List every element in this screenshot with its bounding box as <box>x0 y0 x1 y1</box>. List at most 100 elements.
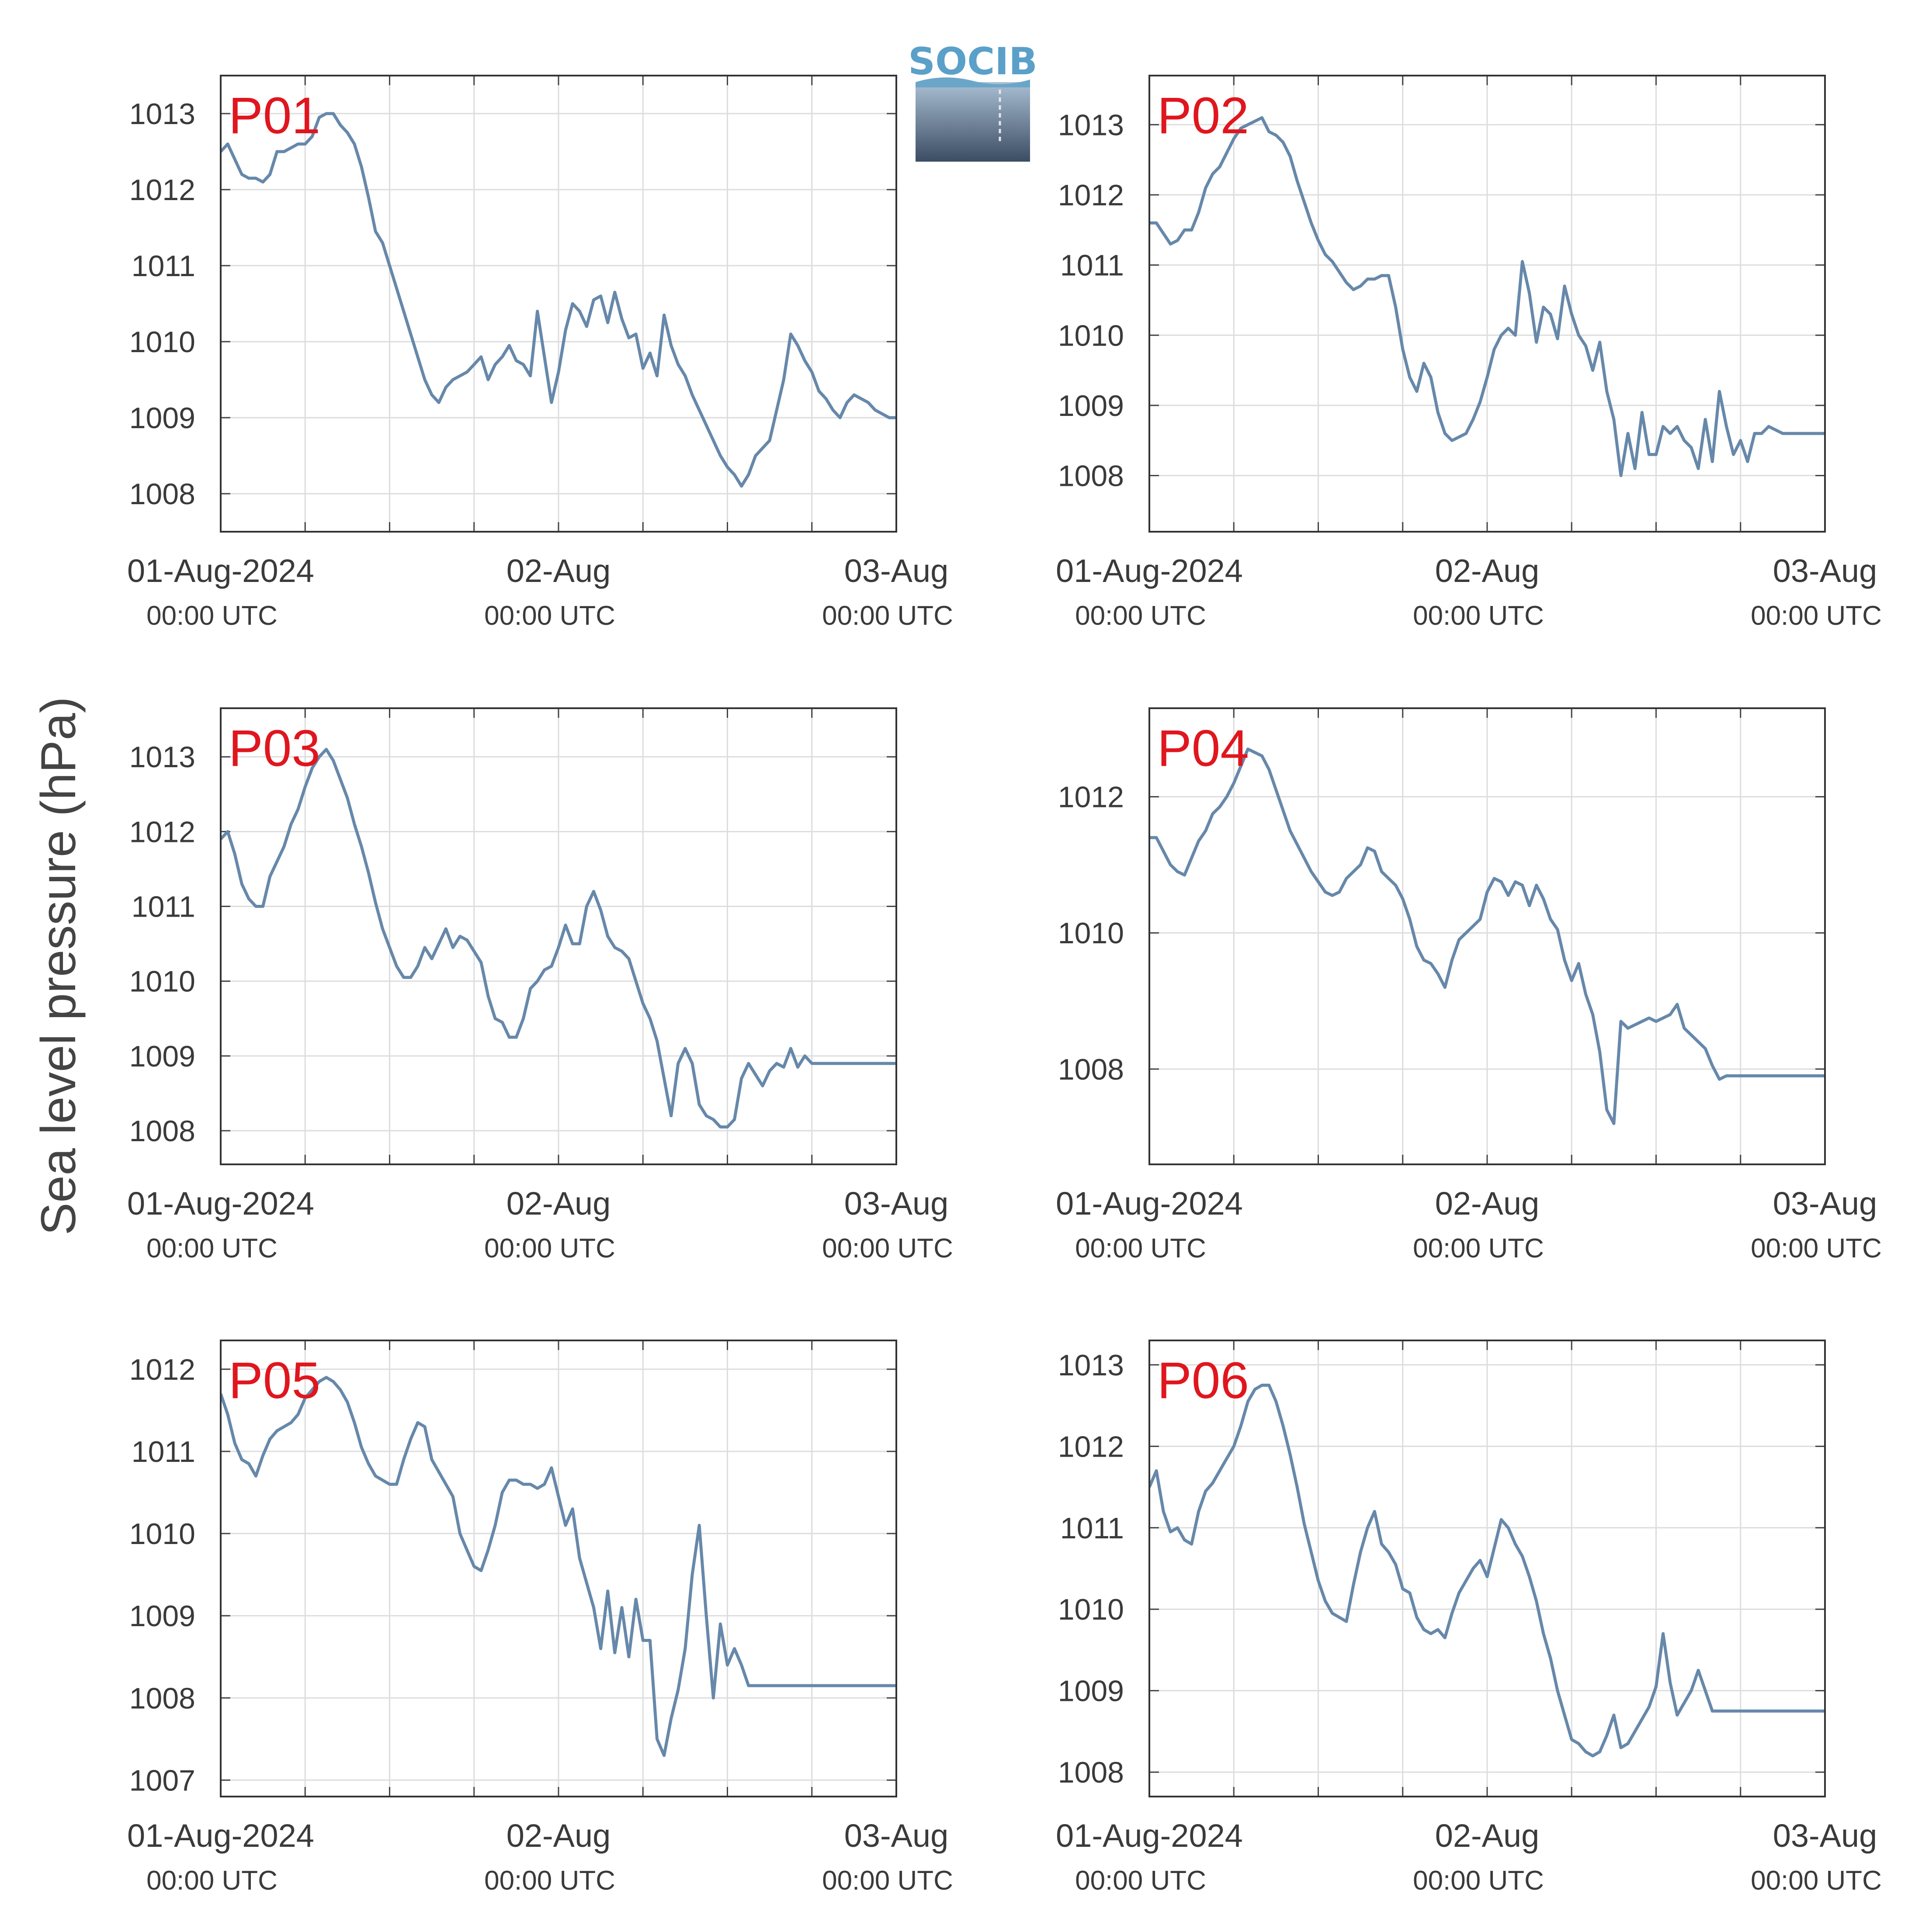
y-tick-label: 1008 <box>129 478 195 511</box>
y-tick-label: 1012 <box>129 173 195 207</box>
chart-panel-p05: 1007 1008 1009 1010 1011 1012 P05 01-Aug-2024 00… <box>127 1340 953 1896</box>
axes-frame <box>1148 1340 1826 1797</box>
y-tick-label: 1010 <box>1058 1593 1124 1626</box>
y-tick-label: 1010 <box>129 325 195 359</box>
x-tick-label: 02-Aug <box>507 1185 611 1222</box>
chart-panel-p03: 1008 1009 1010 1011 1012 1013 P03 01-Aug-2024 00… <box>127 707 953 1264</box>
x-tick-sublabel: 00:00 UTC <box>146 601 278 631</box>
chart-panel-p04: 1008 1010 1012 P04 01-Aug-2024 00:00 UTC 02-Au… <box>1056 707 1882 1264</box>
x-tick-label: 03-Aug <box>1773 553 1877 589</box>
pressure-series-line <box>1149 748 1825 1125</box>
x-tick-sublabel: 00:00 UTC <box>822 601 953 631</box>
x-tick-label: 01-Aug-2024 <box>1056 1185 1243 1222</box>
x-tick-sublabel: 00:00 UTC <box>1413 1866 1544 1896</box>
x-tick-sublabel: 00:00 UTC <box>484 1233 615 1264</box>
panel-label: P05 <box>229 1352 320 1409</box>
y-tick-label: 1008 <box>129 1682 195 1715</box>
x-tick-label: 01-Aug-2024 <box>1056 1818 1243 1854</box>
x-tick-sublabel: 00:00 UTC <box>822 1866 953 1896</box>
panel-label: P04 <box>1157 720 1249 777</box>
panel-label: P02 <box>1157 87 1249 145</box>
x-tick-sublabel: 00:00 UTC <box>484 601 615 631</box>
y-tick-label: 1013 <box>1058 108 1124 142</box>
x-tick-label: 02-Aug <box>507 1818 611 1854</box>
y-tick-label: 1010 <box>129 965 195 998</box>
panel-label: P06 <box>1157 1352 1249 1409</box>
x-tick-sublabel: 00:00 UTC <box>1751 1866 1882 1896</box>
pressure-series-line <box>1149 116 1825 477</box>
panel-label: P03 <box>229 720 320 777</box>
y-tick-label: 1008 <box>129 1115 195 1148</box>
x-tick-label: 02-Aug <box>1435 1185 1540 1222</box>
pressure-series-line <box>221 1376 896 1757</box>
y-tick-label: 1011 <box>1060 1512 1124 1545</box>
y-axis-label: Sea level pressure (hPa) <box>31 697 86 1236</box>
pressure-series-line <box>1149 1384 1825 1758</box>
panels: 1008 1009 1010 1011 1012 1013 P01 01-Aug-2024 00… <box>127 75 1882 1896</box>
y-tick-label: 1010 <box>1058 917 1124 950</box>
y-tick-label: 1009 <box>1058 1675 1124 1708</box>
x-tick-sublabel: 00:00 UTC <box>146 1866 278 1896</box>
x-tick-sublabel: 00:00 UTC <box>1075 1866 1206 1896</box>
pressure-series-line <box>221 112 896 488</box>
x-tick-sublabel: 00:00 UTC <box>1751 601 1882 631</box>
x-tick-sublabel: 00:00 UTC <box>146 1233 278 1264</box>
y-tick-label: 1008 <box>1058 1756 1124 1789</box>
y-tick-label: 1011 <box>132 890 195 924</box>
x-tick-label: 01-Aug-2024 <box>127 553 314 589</box>
y-tick-label: 1012 <box>1058 781 1124 814</box>
y-tick-label: 1010 <box>1058 319 1124 352</box>
pressure-series-line <box>221 748 896 1129</box>
x-tick-sublabel: 00:00 UTC <box>1413 601 1544 631</box>
axes-frame <box>220 75 897 533</box>
y-tick-label: 1008 <box>1058 1053 1124 1086</box>
panel-label: P01 <box>229 87 320 145</box>
x-tick-label: 02-Aug <box>1435 1818 1540 1854</box>
x-tick-label: 03-Aug <box>844 1818 949 1854</box>
logo-sea-block <box>916 82 1030 162</box>
axes-frame <box>1148 75 1826 533</box>
x-tick-sublabel: 00:00 UTC <box>1751 1233 1882 1264</box>
chart-panel-p01: 1008 1009 1010 1011 1012 1013 P01 01-Aug-2024 00… <box>127 75 953 631</box>
chart-panel-p02: 1008 1009 1010 1011 1012 1013 P02 01-Aug-2024 00… <box>1056 75 1882 631</box>
logo-wave <box>916 77 1030 87</box>
x-tick-label: 03-Aug <box>1773 1185 1877 1222</box>
x-tick-sublabel: 00:00 UTC <box>484 1866 615 1896</box>
x-tick-sublabel: 00:00 UTC <box>1075 601 1206 631</box>
x-tick-label: 03-Aug <box>844 553 949 589</box>
x-tick-label: 02-Aug <box>1435 553 1540 589</box>
y-tick-label: 1009 <box>129 1600 195 1633</box>
y-tick-label: 1009 <box>129 402 195 435</box>
y-tick-label: 1013 <box>129 741 195 774</box>
x-tick-sublabel: 00:00 UTC <box>822 1233 953 1264</box>
y-tick-label: 1010 <box>129 1517 195 1551</box>
logo-text: SOCIB <box>908 40 1037 83</box>
y-tick-label: 1011 <box>1060 249 1124 282</box>
y-tick-label: 1012 <box>129 815 195 848</box>
x-tick-label: 03-Aug <box>844 1185 949 1222</box>
y-tick-label: 1012 <box>129 1353 195 1386</box>
y-tick-label: 1011 <box>132 249 195 283</box>
y-tick-label: 1012 <box>1058 1430 1124 1463</box>
x-tick-label: 01-Aug-2024 <box>127 1818 314 1854</box>
y-tick-label: 1007 <box>129 1764 195 1797</box>
y-tick-label: 1009 <box>129 1040 195 1073</box>
chart-panel-p06: 1008 1009 1010 1011 1012 1013 P06 01-Aug-2024 00… <box>1056 1340 1882 1896</box>
y-tick-label: 1013 <box>1058 1349 1124 1382</box>
x-tick-label: 03-Aug <box>1773 1818 1877 1854</box>
x-tick-label: 01-Aug-2024 <box>1056 553 1243 589</box>
axes-frame <box>1148 707 1826 1165</box>
x-tick-label: 01-Aug-2024 <box>127 1185 314 1222</box>
x-tick-sublabel: 00:00 UTC <box>1413 1233 1544 1264</box>
y-tick-label: 1012 <box>1058 179 1124 212</box>
x-tick-label: 02-Aug <box>507 553 611 589</box>
x-tick-sublabel: 00:00 UTC <box>1075 1233 1206 1264</box>
y-tick-label: 1011 <box>132 1435 195 1468</box>
axes-frame <box>220 1340 897 1797</box>
socib-logo: SOCIB <box>908 40 1037 162</box>
y-tick-label: 1008 <box>1058 460 1124 493</box>
y-tick-label: 1009 <box>1058 389 1124 422</box>
axes-frame <box>220 707 897 1165</box>
y-tick-label: 1013 <box>129 97 195 131</box>
